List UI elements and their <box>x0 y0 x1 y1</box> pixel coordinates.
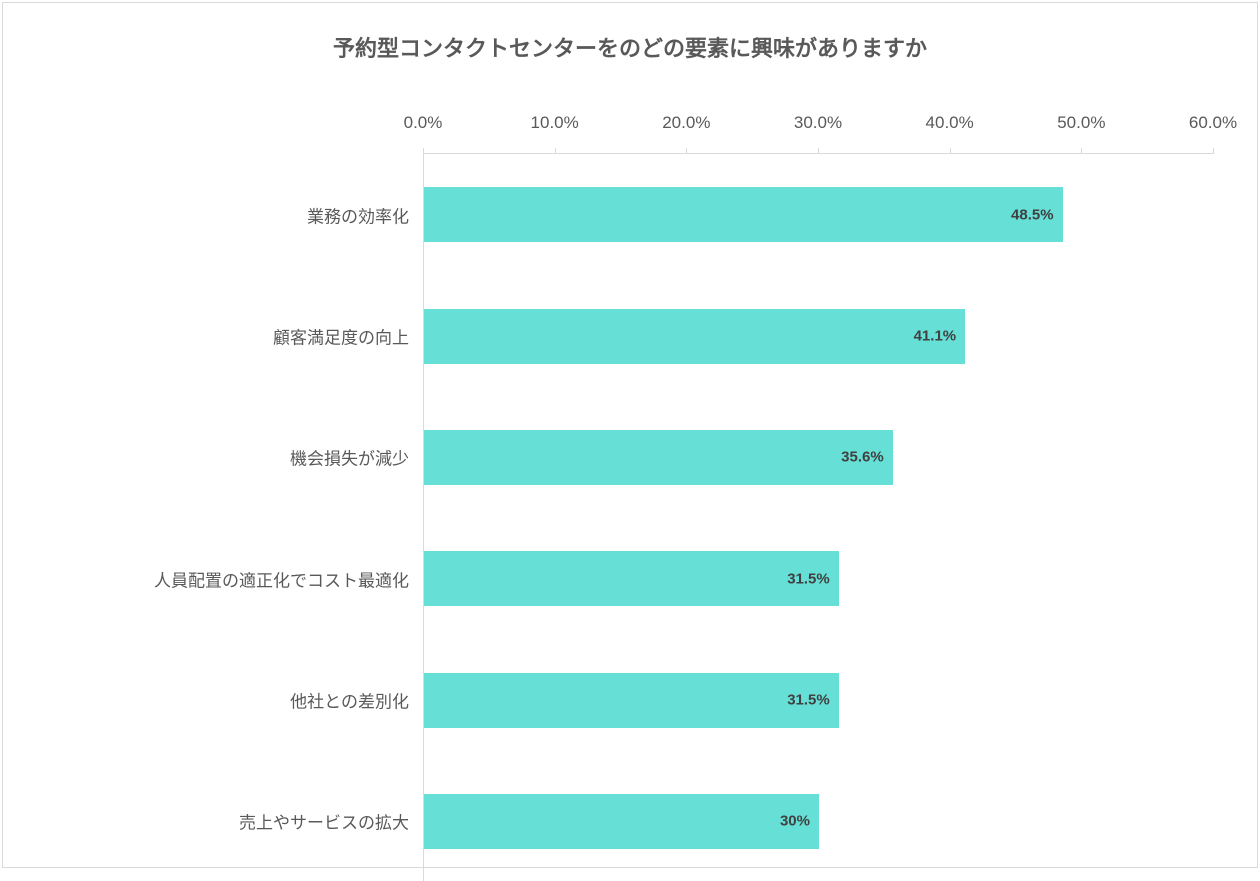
x-tick-mark <box>423 148 424 154</box>
x-tick-mark <box>1213 148 1214 154</box>
x-tick-mark <box>950 148 951 154</box>
category-label: 機会損失が減少 <box>290 445 423 470</box>
x-tick-label: 20.0% <box>662 113 710 133</box>
value-label: 41.1% <box>914 328 957 345</box>
value-label: 48.5% <box>1011 206 1054 223</box>
chart-container: 予約型コンタクトセンターをのどの要素に興味がありますか 0.0% 10.0% 20.… <box>2 2 1258 868</box>
value-label: 31.5% <box>787 570 830 587</box>
category-label: 顧客満足度の向上 <box>273 324 423 349</box>
bar <box>424 309 965 364</box>
value-label: 31.5% <box>787 692 830 709</box>
x-tick-mark <box>818 148 819 154</box>
x-tick-label: 0.0% <box>404 113 443 133</box>
x-tick-mark <box>686 148 687 154</box>
x-tick-mark <box>555 148 556 154</box>
bar <box>424 551 839 606</box>
value-label: 30% <box>780 813 810 830</box>
category-label: 業務の効率化 <box>307 202 423 227</box>
x-tick-label: 60.0% <box>1189 113 1237 133</box>
x-tick-label: 40.0% <box>926 113 974 133</box>
x-tick-label: 50.0% <box>1057 113 1105 133</box>
value-label: 35.6% <box>841 449 884 466</box>
chart-title: 予約型コンタクトセンターをのどの要素に興味がありますか <box>3 3 1257 63</box>
x-tick-label: 10.0% <box>531 113 579 133</box>
y-axis-line <box>423 154 424 881</box>
x-axis: 0.0%10.0%20.0%30.0%40.0%50.0%60.0% <box>423 103 1213 143</box>
x-tick-mark <box>1081 148 1082 154</box>
x-tick-label: 30.0% <box>794 113 842 133</box>
bar <box>424 673 839 728</box>
bar <box>424 794 819 849</box>
category-label: 売上やサービスの拡大 <box>239 809 423 834</box>
bar <box>424 187 1063 242</box>
category-label: 他社との差別化 <box>290 688 423 713</box>
category-label: 人員配置の適正化でコスト最適化 <box>154 566 423 591</box>
bar <box>424 430 893 485</box>
bars-area: 業務の効率化48.5%顧客満足度の向上41.1%機会損失が減少35.6%人員配置… <box>423 153 1213 881</box>
plot-area: 0.0%10.0%20.0%30.0%40.0%50.0%60.0% 業務の効率… <box>423 103 1213 881</box>
